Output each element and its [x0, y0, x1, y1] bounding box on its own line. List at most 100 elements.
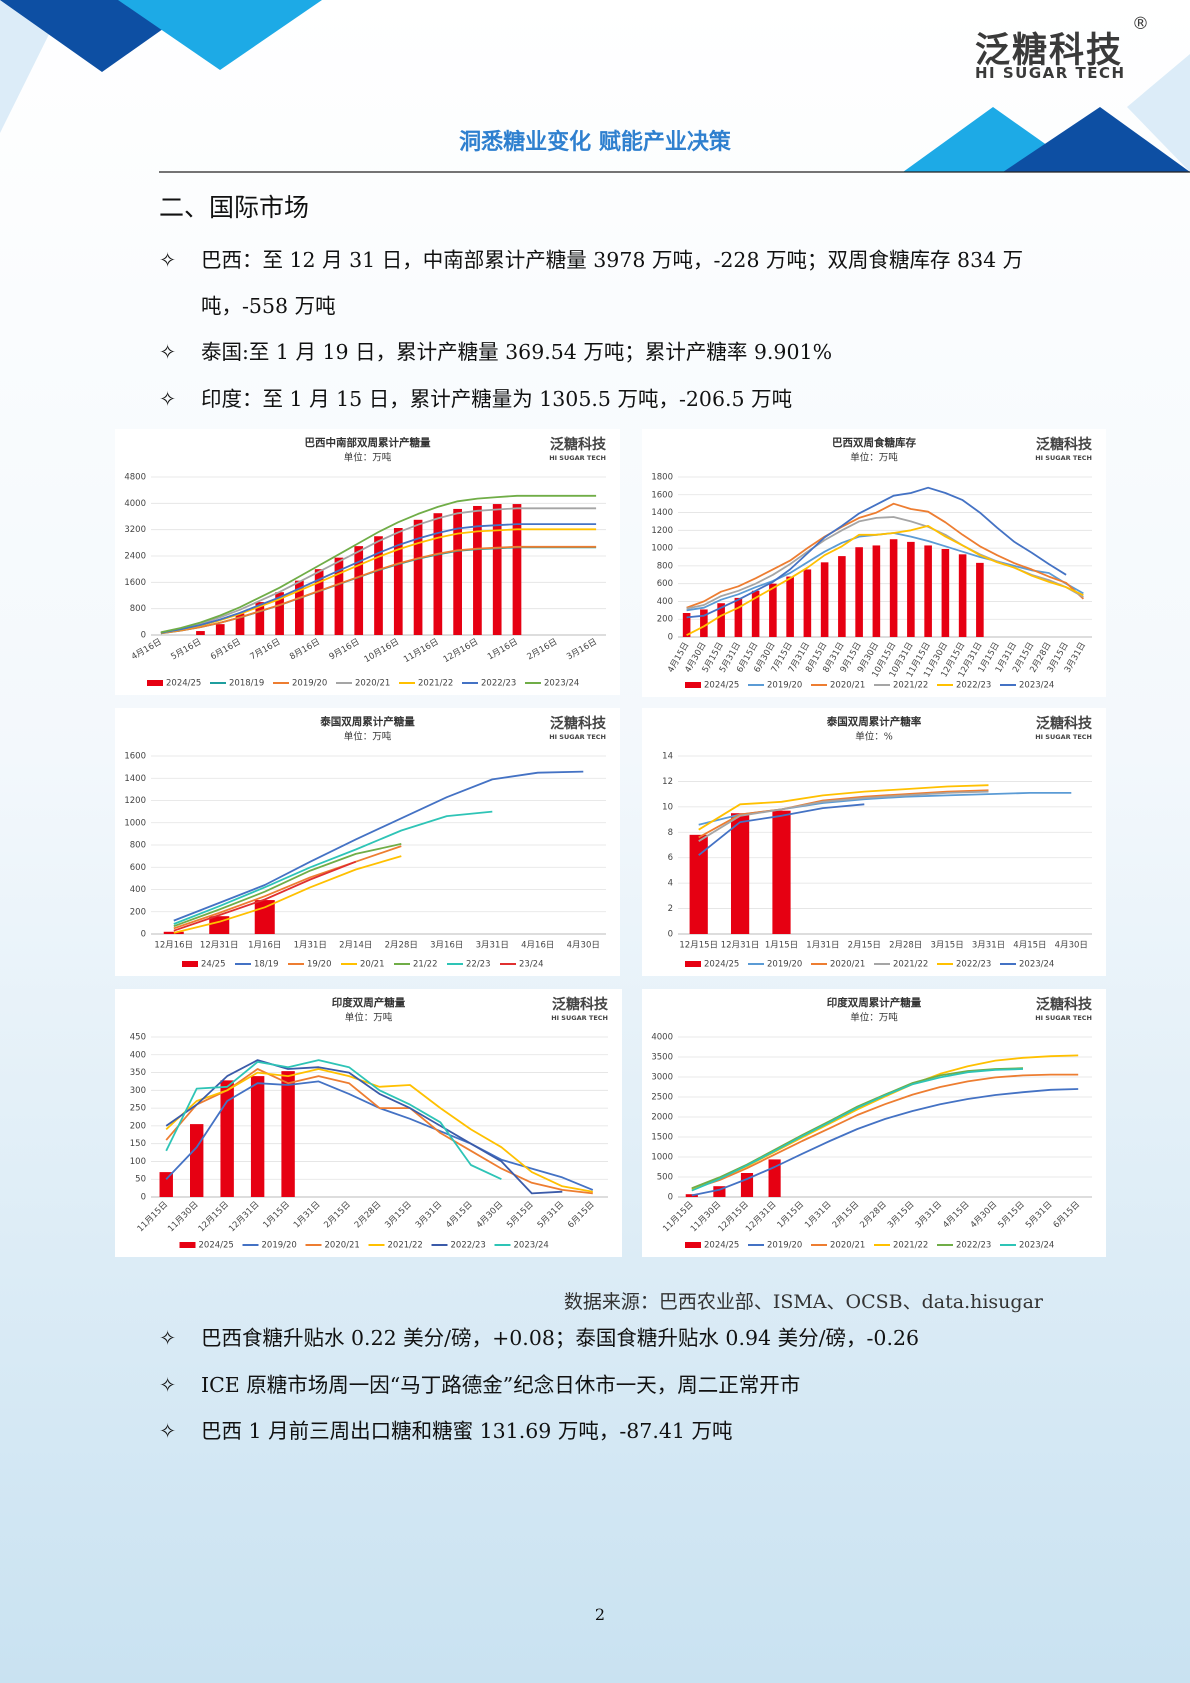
- bar: [393, 528, 403, 635]
- chart-subtitle: 单位：万吨: [344, 731, 392, 743]
- y-tick-label: 1800: [651, 473, 673, 483]
- bar: [751, 590, 760, 637]
- bar: [689, 834, 708, 934]
- y-tick-label: 400: [657, 597, 673, 607]
- legend-label: 2021/22: [418, 679, 453, 689]
- legend-swatch: [685, 961, 701, 967]
- chart-logo-en: HI SUGAR TECH: [549, 733, 606, 741]
- legend-label: 2020/21: [830, 1241, 865, 1251]
- x-tick-label: 12月15日: [679, 941, 718, 951]
- y-tick-label: 250: [130, 1104, 146, 1114]
- x-tick-label: 3月15日: [930, 941, 963, 951]
- y-tick-label: 14: [662, 752, 673, 762]
- bullet-marker: ✧: [159, 1373, 177, 1397]
- y-tick-label: 4000: [124, 499, 146, 509]
- bullet-text: 印度：至 1 月 15 日，累计产糖量为 1305.5 万吨，-206.5 万吨: [201, 387, 793, 411]
- bar: [734, 597, 743, 637]
- bar: [958, 554, 967, 637]
- y-tick-label: 800: [657, 561, 673, 571]
- legend-swatch: [182, 961, 198, 967]
- line: [160, 507, 597, 634]
- y-tick-label: 0: [668, 1193, 673, 1203]
- chart-subtitle: 单位：万吨: [344, 452, 392, 464]
- x-tick-label: 4月30日: [1055, 941, 1088, 951]
- bullet-marker: ✧: [159, 248, 177, 272]
- y-tick-label: 400: [130, 1050, 146, 1060]
- line: [165, 1059, 502, 1181]
- line: [691, 1068, 1024, 1192]
- y-tick-label: 2000: [651, 1113, 673, 1123]
- chart-title: 泰国双周累计产糖率: [826, 715, 922, 728]
- bar: [196, 631, 205, 635]
- logo-en: HI SUGAR TECH: [975, 64, 1126, 82]
- y-tick-label: 0: [668, 633, 673, 643]
- y-tick-label: 600: [130, 863, 146, 873]
- x-tick-label: 1月15日: [765, 941, 798, 951]
- bar: [924, 545, 932, 637]
- bullet: ✧ 巴西 1 月前三周出口糖和糖蜜 131.69 万吨，-87.41 万吨: [159, 1408, 1059, 1454]
- chart-title: 印度双周累计产糖量: [827, 996, 922, 1009]
- registered-mark: ®: [1132, 14, 1149, 34]
- bar: [215, 624, 225, 635]
- bullet: ✧ 巴西食糖升贴水 0.22 美分/磅，+0.08；泰国食糖升贴水 0.94 美分…: [159, 1315, 1059, 1361]
- legend-label: 2021/22: [893, 681, 928, 691]
- y-tick-label: 2500: [651, 1093, 673, 1103]
- legend-label: 2023/24: [514, 1241, 549, 1251]
- legend-label: 2022/23: [956, 681, 991, 691]
- chart-logo-en: HI SUGAR TECH: [551, 1014, 608, 1022]
- chart-logo-en: HI SUGAR TECH: [1035, 454, 1092, 462]
- legend-label: 2024/25: [166, 679, 201, 689]
- chart-logo: 泛糖科技: [552, 996, 609, 1013]
- bar: [700, 609, 708, 637]
- line: [165, 1068, 593, 1193]
- bar: [433, 513, 443, 635]
- decor-triangle: [118, 0, 322, 70]
- section-title: 二、国际市场: [159, 193, 310, 222]
- bar: [769, 583, 777, 637]
- y-tick-label: 0: [141, 1193, 146, 1203]
- line: [691, 1088, 1079, 1197]
- bar: [281, 1071, 295, 1197]
- legend-label: 19/20: [307, 960, 332, 970]
- x-tick-label: 2月15日: [848, 941, 881, 951]
- y-tick-label: 0: [141, 631, 146, 641]
- bar: [453, 508, 462, 635]
- y-tick-label: 2400: [124, 552, 146, 562]
- legend-label: 2024/25: [704, 681, 739, 691]
- legend-label: 2020/21: [830, 960, 865, 970]
- x-tick-label: 3月31日: [476, 941, 509, 951]
- legend-swatch: [685, 682, 701, 688]
- y-tick-label: 1600: [651, 490, 673, 500]
- y-tick-label: 500: [657, 1173, 673, 1183]
- chart-logo-en: HI SUGAR TECH: [1035, 1014, 1092, 1022]
- legend-label: 2022/23: [956, 960, 991, 970]
- chart-logo: 泛糖科技: [550, 436, 607, 453]
- chart-background: [115, 989, 622, 1257]
- y-tick-label: 1000: [651, 1153, 673, 1163]
- bar: [255, 602, 265, 635]
- x-tick-label: 4月15日: [1013, 941, 1046, 951]
- y-tick-label: 1200: [651, 526, 673, 536]
- y-tick-label: 1000: [124, 818, 146, 828]
- y-tick-label: 1600: [124, 752, 146, 762]
- bar: [941, 549, 950, 637]
- x-tick-label: 1月31日: [806, 941, 839, 951]
- bar: [682, 613, 691, 637]
- bar: [713, 1186, 726, 1197]
- bar: [717, 603, 725, 637]
- chart-logo-en: HI SUGAR TECH: [1035, 733, 1092, 741]
- logo: 泛糖科技: [975, 31, 1124, 71]
- line: [173, 810, 493, 925]
- x-tick-label: 3月16日: [430, 941, 463, 951]
- y-tick-label: 3000: [651, 1073, 673, 1083]
- legend-label: 21/22: [413, 960, 438, 970]
- legend-label: 2020/21: [830, 681, 865, 691]
- y-tick-label: 800: [130, 841, 146, 851]
- chart-title: 巴西双周食糖库存: [832, 436, 916, 449]
- line: [173, 845, 402, 930]
